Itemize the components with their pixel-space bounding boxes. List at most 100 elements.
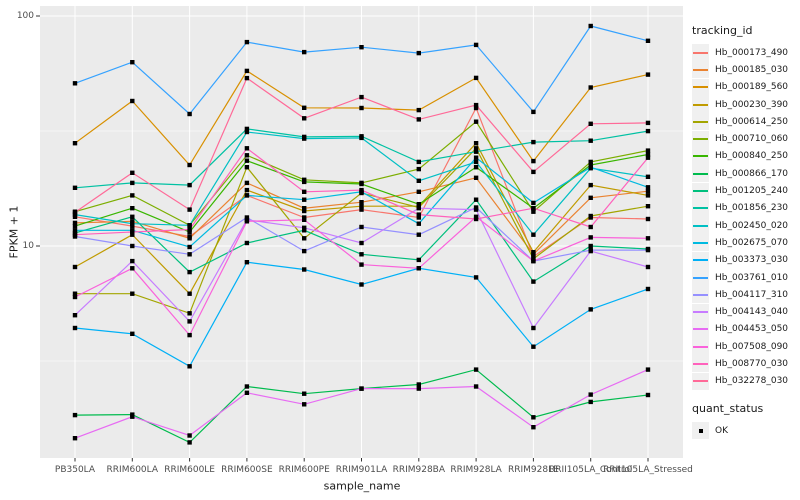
data-point xyxy=(187,252,192,257)
data-point xyxy=(473,384,479,389)
data-point xyxy=(645,193,651,198)
legend-key xyxy=(692,147,709,165)
data-point xyxy=(302,116,307,121)
legend-label: Hb_000189_560 xyxy=(715,82,789,93)
data-point xyxy=(416,117,421,122)
legend-item-Hb_003761_010: Hb_003761_010 xyxy=(692,269,788,286)
legend-label: Hb_002675_070 xyxy=(715,237,789,248)
data-point xyxy=(187,244,192,250)
data-point xyxy=(302,225,307,230)
data-point xyxy=(302,228,307,233)
legend-item-Hb_003373_030: Hb_003373_030 xyxy=(692,251,789,269)
data-point xyxy=(359,181,364,187)
data-point xyxy=(302,189,307,194)
legend-key xyxy=(692,96,709,114)
data-point xyxy=(645,204,651,209)
data-point xyxy=(244,384,250,389)
data-point xyxy=(302,179,307,185)
data-point xyxy=(588,307,593,312)
data-point xyxy=(359,204,364,209)
data-point xyxy=(359,224,364,230)
data-point xyxy=(473,102,479,108)
data-point xyxy=(359,386,364,391)
data-point xyxy=(187,229,192,235)
legend-line-swatch xyxy=(693,380,708,383)
legend-item-Hb_000710_060: Hb_000710_060 xyxy=(692,130,788,148)
data-point xyxy=(588,195,593,200)
y-tick-label-10: 10 xyxy=(22,241,34,251)
data-point xyxy=(130,221,135,226)
data-point xyxy=(473,155,479,160)
data-point xyxy=(302,267,307,272)
data-point xyxy=(359,252,364,257)
data-point xyxy=(359,187,364,193)
legend-line-swatch xyxy=(693,224,708,227)
data-point xyxy=(72,313,78,318)
data-point xyxy=(130,266,135,271)
data-point xyxy=(531,109,536,115)
data-point xyxy=(187,433,192,438)
legend-line-swatch xyxy=(693,259,708,262)
legend-line-swatch xyxy=(693,86,708,89)
data-point xyxy=(187,182,192,188)
data-point xyxy=(130,258,135,264)
data-point xyxy=(187,291,192,296)
legend-line-swatch xyxy=(693,172,708,175)
data-point xyxy=(416,202,421,207)
legend-key xyxy=(692,182,709,200)
data-point xyxy=(531,425,536,430)
x-tick-label: RRIM600LE xyxy=(164,465,215,475)
data-point xyxy=(588,243,593,249)
legend-line-swatch xyxy=(693,120,708,123)
data-point xyxy=(302,136,307,141)
legend-title-quant-status: quant_status xyxy=(692,401,764,415)
legend-label: Hb_000185_030 xyxy=(715,64,789,75)
data-point xyxy=(588,224,593,230)
data-point xyxy=(645,189,651,194)
data-point xyxy=(645,264,651,270)
legend-item-Hb_002450_020: Hb_002450_020 xyxy=(692,217,788,235)
x-tick-label: RRIM901LA xyxy=(336,465,388,475)
data-point xyxy=(72,185,78,190)
legend-label: Hb_003373_030 xyxy=(715,255,789,266)
data-point xyxy=(645,174,651,179)
legend-key xyxy=(692,199,709,217)
data-point xyxy=(416,159,421,165)
data-point xyxy=(416,221,421,226)
data-point xyxy=(187,364,192,369)
legend-item-Hb_032278_030: Hb_032278_030 xyxy=(692,372,788,390)
legend-key xyxy=(692,372,709,390)
data-point xyxy=(645,185,651,190)
data-point xyxy=(473,165,479,170)
legend-label: Hb_000840_250 xyxy=(715,151,789,162)
data-point xyxy=(244,165,250,170)
data-point xyxy=(473,42,479,48)
legend-line-swatch xyxy=(693,103,708,106)
legend-item-Hb_000185_030: Hb_000185_030 xyxy=(692,61,789,79)
data-point xyxy=(359,262,364,267)
quant-ok-key xyxy=(692,422,709,440)
data-point xyxy=(588,235,593,240)
data-point xyxy=(359,282,364,287)
data-point xyxy=(244,153,250,158)
legend-item-Hb_004143_040: Hb_004143_040 xyxy=(692,303,788,321)
data-point xyxy=(302,49,307,55)
data-point xyxy=(244,158,250,163)
legend-label: Hb_000614_250 xyxy=(715,116,789,127)
legend-label: Hb_008770_030 xyxy=(715,358,789,369)
legend-line-swatch xyxy=(693,241,708,244)
data-point xyxy=(531,139,536,145)
data-point xyxy=(244,75,250,81)
legend-item-Hb_000173_490: Hb_000173_490 xyxy=(692,44,788,62)
data-point xyxy=(588,392,593,397)
legend-item-Hb_001205_240: Hb_001205_240 xyxy=(692,182,788,200)
data-point xyxy=(588,85,593,90)
data-point xyxy=(130,180,135,186)
data-point xyxy=(72,232,78,237)
data-point xyxy=(645,155,651,160)
data-point xyxy=(588,159,593,165)
data-point xyxy=(531,325,536,331)
data-point xyxy=(531,206,536,211)
data-point xyxy=(244,193,250,198)
